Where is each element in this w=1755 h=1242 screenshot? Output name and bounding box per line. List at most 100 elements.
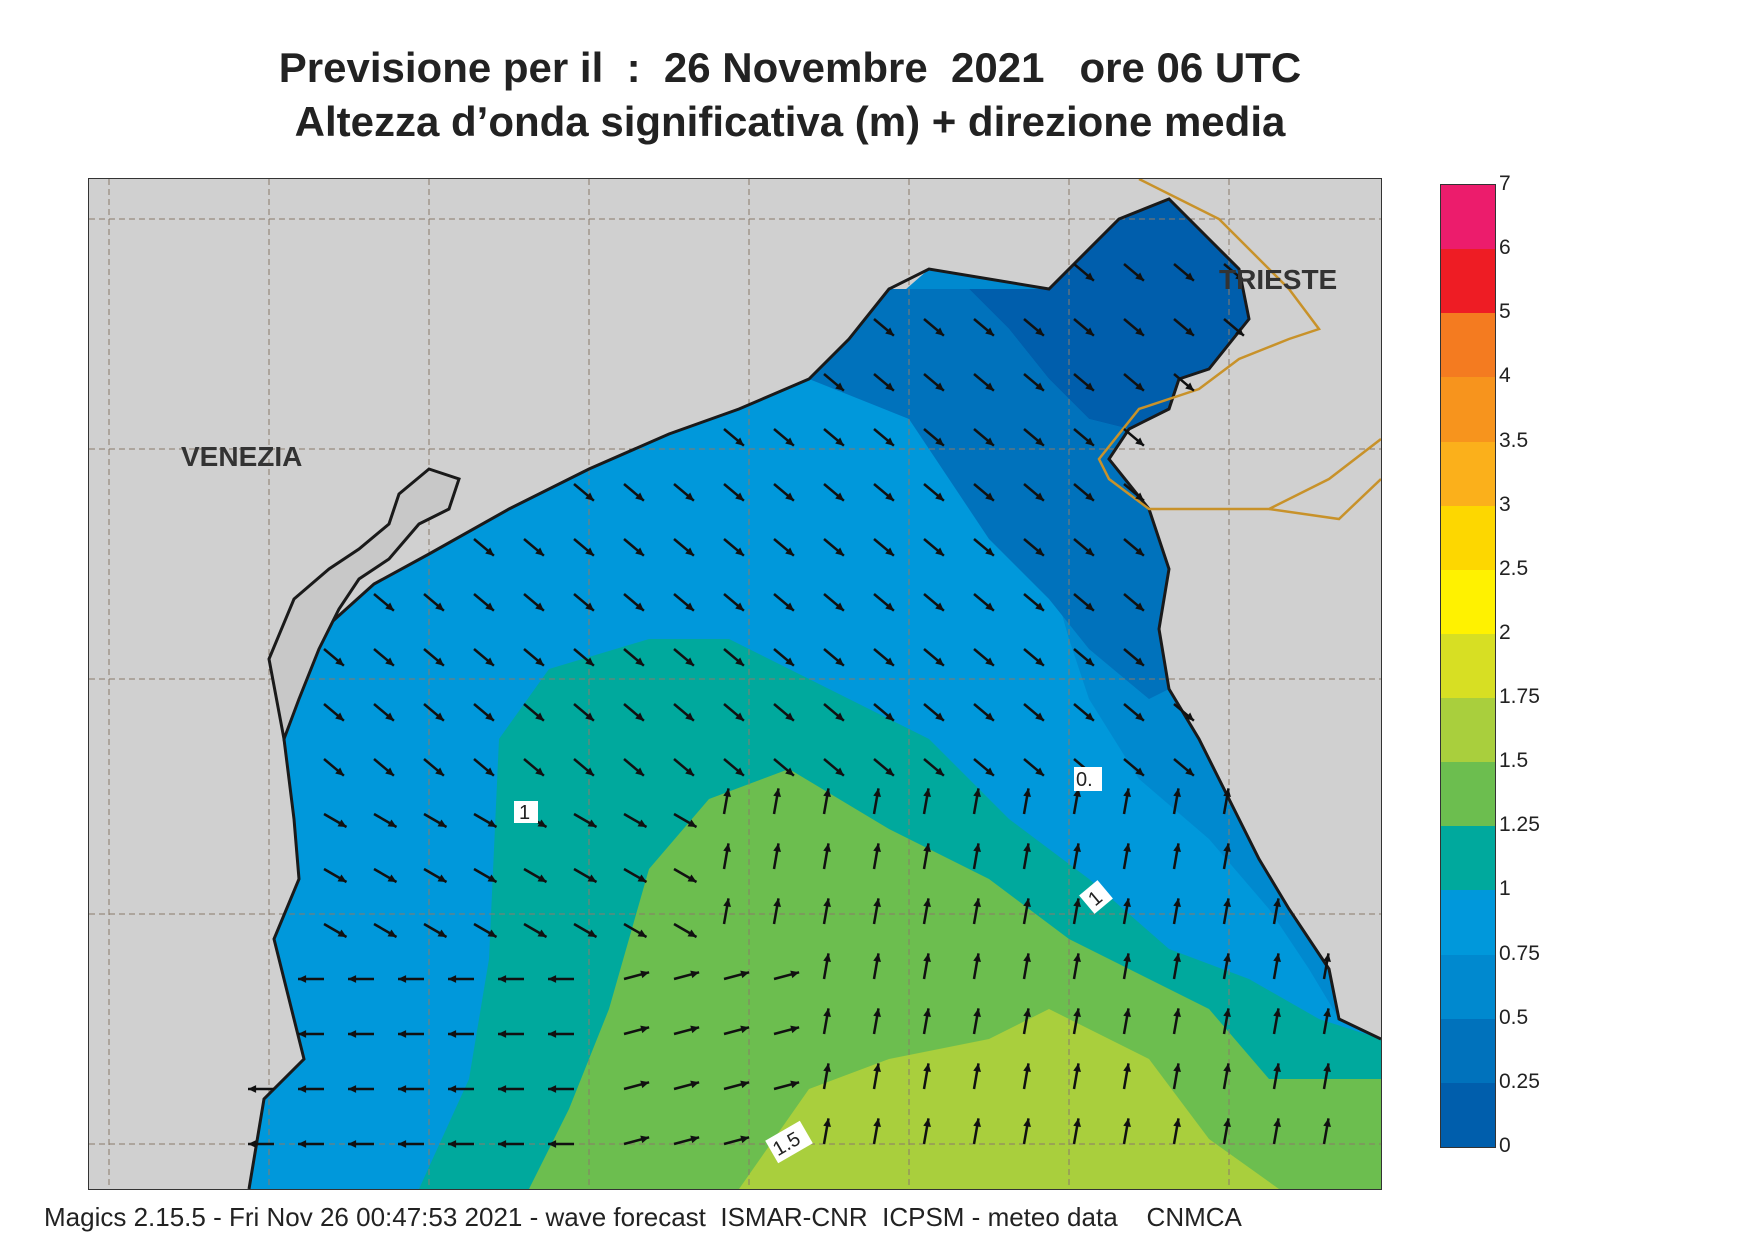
wave-arrow-head — [385, 712, 394, 721]
wave-arrow-head — [1073, 1008, 1081, 1018]
wave-arrow-head — [985, 437, 994, 446]
wave-arrow-head — [985, 492, 994, 501]
wave-arrow-head — [1223, 953, 1231, 963]
wave-arrow-head — [1035, 767, 1044, 776]
wave-arrow-head — [498, 1140, 507, 1148]
wave-arrow-head — [435, 657, 444, 666]
wave-arrow-head — [885, 382, 894, 391]
wave-arrow-head — [487, 929, 497, 937]
wave-arrow-head — [873, 953, 881, 963]
wave-arrow-head — [635, 712, 644, 721]
wave-arrow-head — [935, 767, 944, 776]
wave-arrow-head — [585, 492, 594, 501]
wave-arrow-head — [1035, 602, 1044, 611]
wave-arrow-head — [1135, 547, 1144, 556]
wave-arrow-head — [498, 1085, 507, 1093]
colorbar-level-label: 3.5 — [1499, 428, 1529, 452]
wave-arrow-head — [1023, 898, 1031, 908]
colorbar-segment — [1441, 1082, 1495, 1148]
wave-arrow-head — [1173, 953, 1181, 963]
contour-label-box — [1074, 767, 1102, 791]
colorbar-segment — [1441, 569, 1495, 635]
wave-arrow-head — [935, 657, 944, 666]
wave-arrow-head — [823, 788, 831, 798]
wave-arrow-head — [1123, 788, 1131, 798]
contour-label-box — [1079, 880, 1113, 914]
wave-arrow-head — [1085, 547, 1094, 556]
wave-arrow-head — [1035, 712, 1044, 721]
wave-arrow-head — [348, 975, 357, 983]
wave-arrow-head — [690, 1080, 700, 1089]
wave-arrow-head — [935, 712, 944, 721]
wave-arrow-head — [448, 1140, 457, 1148]
wave-arrow-head — [873, 843, 881, 853]
colorbar-level-label: 4 — [1499, 364, 1511, 388]
wave-arrow-head — [448, 1085, 457, 1093]
wave-arrow-head — [548, 1030, 557, 1038]
wave-arrow-head — [1185, 767, 1194, 776]
wave-arrow-head — [1135, 382, 1144, 391]
colorbar-level-label: 1.25 — [1499, 813, 1540, 837]
colorbar-level-label: 1.75 — [1499, 685, 1540, 709]
wave-arrow-head — [537, 874, 547, 882]
wave-arrow-head — [1123, 898, 1131, 908]
wave-arrow-head — [1273, 898, 1281, 908]
wave-arrow-head — [1185, 272, 1194, 281]
wave-arrow-head — [1123, 953, 1131, 963]
wave-arrow-head — [1073, 843, 1081, 853]
wave-arrow-head — [873, 788, 881, 798]
wave-arrow-head — [585, 547, 594, 556]
wave-arrow-head — [687, 874, 697, 882]
wave-arrow-head — [785, 712, 794, 721]
wave-arrow-head — [535, 547, 544, 556]
wave-arrow-head — [735, 492, 744, 501]
wave-arrow-head — [1273, 1063, 1281, 1073]
wave-arrow-head — [1123, 1008, 1131, 1018]
wave-arrow-head — [1085, 382, 1094, 391]
wave-arrow-head — [823, 1118, 831, 1128]
wave-arrow-head — [1123, 1063, 1131, 1073]
wave-arrow-head — [548, 975, 557, 983]
wave-arrow-head — [723, 843, 731, 853]
wave-arrow-head — [298, 1085, 307, 1093]
wave-arrow-head — [735, 767, 744, 776]
wave-arrow-head — [640, 1135, 650, 1144]
wave-arrow-head — [785, 767, 794, 776]
wave-arrow-head — [687, 819, 697, 827]
wave-arrow-head — [773, 788, 781, 798]
wave-arrow-head — [637, 819, 647, 827]
wave-arrow-head — [985, 327, 994, 336]
wave-arrow-head — [537, 929, 547, 937]
wave-arrow-head — [735, 437, 744, 446]
wave-arrow-head — [785, 602, 794, 611]
istria-coast — [1097, 179, 1381, 511]
wave-arrow-head — [1135, 767, 1144, 776]
wave-arrow-head — [1323, 1063, 1331, 1073]
wave-arrow-head — [487, 819, 497, 827]
wave-arrow-head — [387, 929, 397, 937]
wave-arrow-head — [685, 547, 694, 556]
wave-arrow-head — [385, 657, 394, 666]
wave-arrow-head — [935, 547, 944, 556]
wave-arrow-head — [685, 767, 694, 776]
wave-arrow-head — [985, 767, 994, 776]
wave-arrow-head — [548, 1140, 557, 1148]
wave-arrow-head — [587, 819, 597, 827]
wave-arrow-head — [1123, 843, 1131, 853]
wave-arrow-head — [735, 657, 744, 666]
wave-arrow-head — [885, 327, 894, 336]
wave-arrow-head — [973, 1118, 981, 1128]
venice-lagoon — [267, 467, 461, 745]
colorbar-level-label: 0.75 — [1499, 941, 1540, 965]
wave-arrow-head — [635, 767, 644, 776]
wave-arrow-head — [1323, 1118, 1331, 1128]
wave-arrow-head — [973, 843, 981, 853]
wave-arrow-head — [773, 843, 781, 853]
wave-arrow-head — [585, 767, 594, 776]
wave-arrow-head — [835, 547, 844, 556]
wave-arrow-head — [1085, 437, 1094, 446]
wave-arrow-head — [387, 874, 397, 882]
wave-arrow-head — [1035, 492, 1044, 501]
wave-arrow-head — [1185, 712, 1194, 721]
wave-arrow-head — [585, 657, 594, 666]
